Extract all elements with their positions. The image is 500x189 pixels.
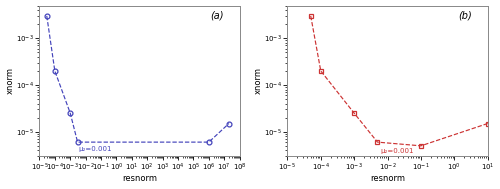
Y-axis label: xnorm: xnorm bbox=[6, 67, 15, 94]
Text: μ₂=0.001: μ₂=0.001 bbox=[380, 148, 414, 154]
Text: (b): (b) bbox=[458, 10, 471, 20]
X-axis label: resnorm: resnorm bbox=[370, 174, 405, 184]
Y-axis label: xnorm: xnorm bbox=[254, 67, 262, 94]
X-axis label: resnorm: resnorm bbox=[122, 174, 157, 184]
Text: (a): (a) bbox=[210, 10, 224, 20]
Text: μ₂=0.001: μ₂=0.001 bbox=[78, 146, 112, 152]
